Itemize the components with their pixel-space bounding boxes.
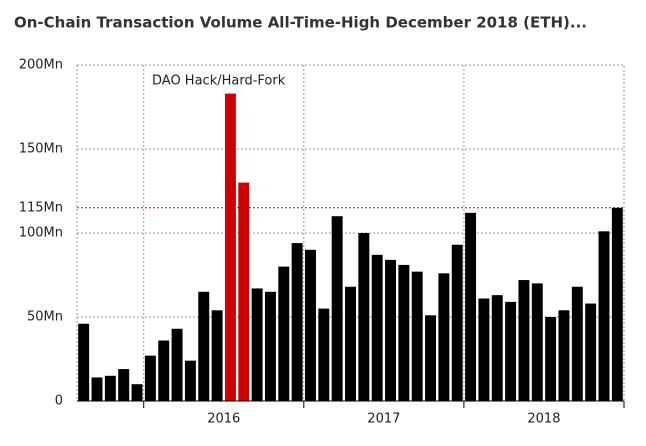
bar bbox=[318, 308, 330, 401]
bar bbox=[531, 283, 543, 401]
y-tick-label: 0 bbox=[55, 394, 63, 409]
bar bbox=[131, 384, 143, 401]
reference-label: 115Mn bbox=[19, 200, 63, 215]
bar bbox=[171, 328, 183, 401]
bar bbox=[291, 243, 303, 401]
bar bbox=[331, 216, 343, 401]
bar bbox=[305, 249, 316, 401]
bar bbox=[398, 264, 410, 401]
y-tick-label: 100Mn bbox=[19, 226, 63, 241]
bar bbox=[385, 259, 396, 401]
annotation: DAO Hack/Hard-Fork bbox=[152, 74, 286, 89]
bar bbox=[425, 315, 437, 401]
y-tick-label: 50Mn bbox=[27, 310, 63, 325]
bar bbox=[598, 231, 610, 401]
bar bbox=[264, 291, 276, 401]
bar bbox=[585, 303, 597, 401]
bar bbox=[104, 375, 116, 401]
bar bbox=[144, 355, 156, 401]
bar bbox=[545, 317, 557, 401]
bar bbox=[558, 310, 570, 401]
bar bbox=[451, 244, 463, 401]
y-tick-label: 200Mn bbox=[19, 58, 63, 73]
bar bbox=[345, 286, 356, 401]
bar bbox=[518, 280, 530, 401]
bar bbox=[78, 323, 90, 401]
bar bbox=[491, 295, 503, 401]
bar bbox=[505, 301, 517, 401]
bar bbox=[224, 93, 236, 401]
bar bbox=[198, 291, 210, 401]
bar bbox=[211, 310, 223, 401]
bar bbox=[251, 288, 263, 401]
chart-title: On-Chain Transaction Volume All-Time-Hig… bbox=[14, 14, 587, 32]
y-tick-label: 150Mn bbox=[19, 142, 63, 157]
bar bbox=[278, 266, 290, 401]
bar bbox=[118, 369, 130, 401]
bar bbox=[184, 360, 196, 401]
bar bbox=[611, 207, 623, 401]
x-tick-label: 2017 bbox=[367, 412, 400, 427]
x-tick-label: 2016 bbox=[207, 412, 240, 427]
bar bbox=[478, 298, 490, 401]
bar bbox=[438, 273, 450, 401]
bar bbox=[358, 233, 370, 401]
bar bbox=[371, 254, 383, 401]
x-tick-label: 2018 bbox=[527, 412, 560, 427]
bar bbox=[238, 182, 250, 401]
bar bbox=[465, 212, 477, 401]
bar bbox=[158, 340, 170, 401]
bar bbox=[571, 286, 583, 401]
bar bbox=[91, 377, 103, 401]
bar bbox=[411, 271, 423, 401]
